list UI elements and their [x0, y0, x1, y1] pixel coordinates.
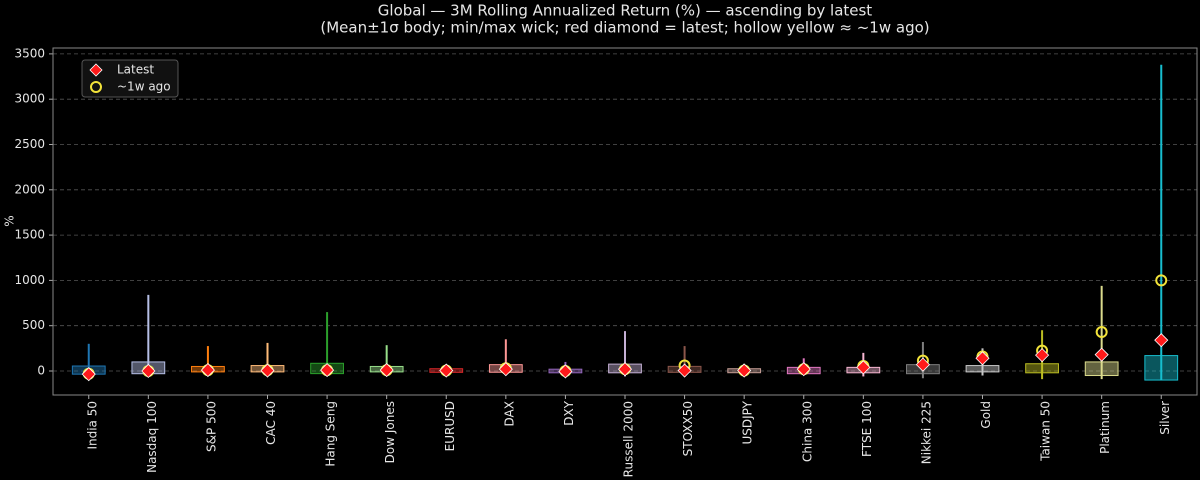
latest-marker — [677, 363, 692, 378]
latest-marker — [558, 364, 573, 379]
legend-latest-marker — [89, 63, 103, 77]
x-tick-label: USDJPY — [741, 400, 755, 444]
x-tick-label: EURUSD — [443, 401, 457, 451]
chart-subtitle: (Mean±1σ body; min/max wick; red diamond… — [320, 19, 929, 37]
legend-label: ~1w ago — [117, 80, 171, 94]
latest-marker — [975, 351, 990, 366]
x-tick-label: China 300 — [800, 401, 814, 462]
y-tick-label: 3000 — [14, 92, 45, 106]
chart-title: Global — 3M Rolling Annualized Return (%… — [378, 2, 873, 20]
legend-week-ago-marker — [90, 81, 102, 93]
latest-marker — [200, 363, 215, 378]
y-tick-label: 1000 — [14, 273, 45, 287]
latest-marker — [1094, 347, 1109, 362]
latest-marker — [796, 362, 811, 377]
x-tick-label: Dow Jones — [383, 401, 397, 463]
x-tick-label: Taiwan 50 — [1039, 401, 1053, 462]
body — [1025, 363, 1059, 374]
latest-marker — [141, 363, 156, 379]
x-tick-label: Nikkei 225 — [919, 401, 933, 464]
latest-marker — [498, 362, 513, 377]
x-tick-label: India 50 — [85, 401, 99, 450]
latest-marker — [379, 363, 394, 378]
x-tick-label: S&P 500 — [204, 401, 218, 452]
latest-marker — [320, 363, 335, 378]
latest-marker — [260, 363, 275, 378]
latest-marker — [81, 367, 96, 382]
x-tick-label: Silver — [1158, 401, 1172, 435]
y-tick-label: 500 — [22, 318, 45, 332]
x-tick-label: Hang Seng — [324, 401, 338, 467]
latest-marker — [439, 363, 454, 378]
week-ago-marker — [1095, 326, 1108, 339]
latest-marker — [856, 360, 871, 375]
x-tick-label: Gold — [979, 401, 993, 429]
y-tick-label: 2000 — [14, 182, 45, 196]
legend-label: Latest — [117, 63, 154, 77]
y-tick-label: 1500 — [14, 228, 45, 242]
body — [1084, 361, 1119, 377]
latest-marker — [915, 357, 930, 372]
body — [1144, 355, 1179, 381]
latest-marker — [1035, 348, 1050, 363]
x-tick-label: Platinum — [1098, 401, 1112, 454]
latest-marker — [1154, 333, 1169, 348]
x-tick-label: DXY — [562, 400, 576, 425]
body — [965, 365, 1000, 373]
x-tick-label: DAX — [502, 401, 516, 426]
y-axis-label: % — [3, 215, 17, 226]
legend-box — [81, 59, 179, 98]
y-tick-label: 3500 — [14, 46, 45, 60]
week-ago-marker — [1155, 274, 1168, 287]
x-tick-label: CAC 40 — [264, 401, 278, 445]
x-tick-label: Russell 2000 — [622, 401, 636, 477]
y-tick-label: 2500 — [14, 137, 45, 151]
latest-marker — [737, 363, 752, 378]
x-tick-label: STOXX50 — [681, 401, 695, 456]
x-tick-label: FTSE 100 — [860, 401, 874, 457]
y-tick-label: 0 — [37, 363, 45, 377]
latest-marker — [617, 362, 633, 377]
x-tick-label: Nasdaq 100 — [145, 401, 159, 473]
